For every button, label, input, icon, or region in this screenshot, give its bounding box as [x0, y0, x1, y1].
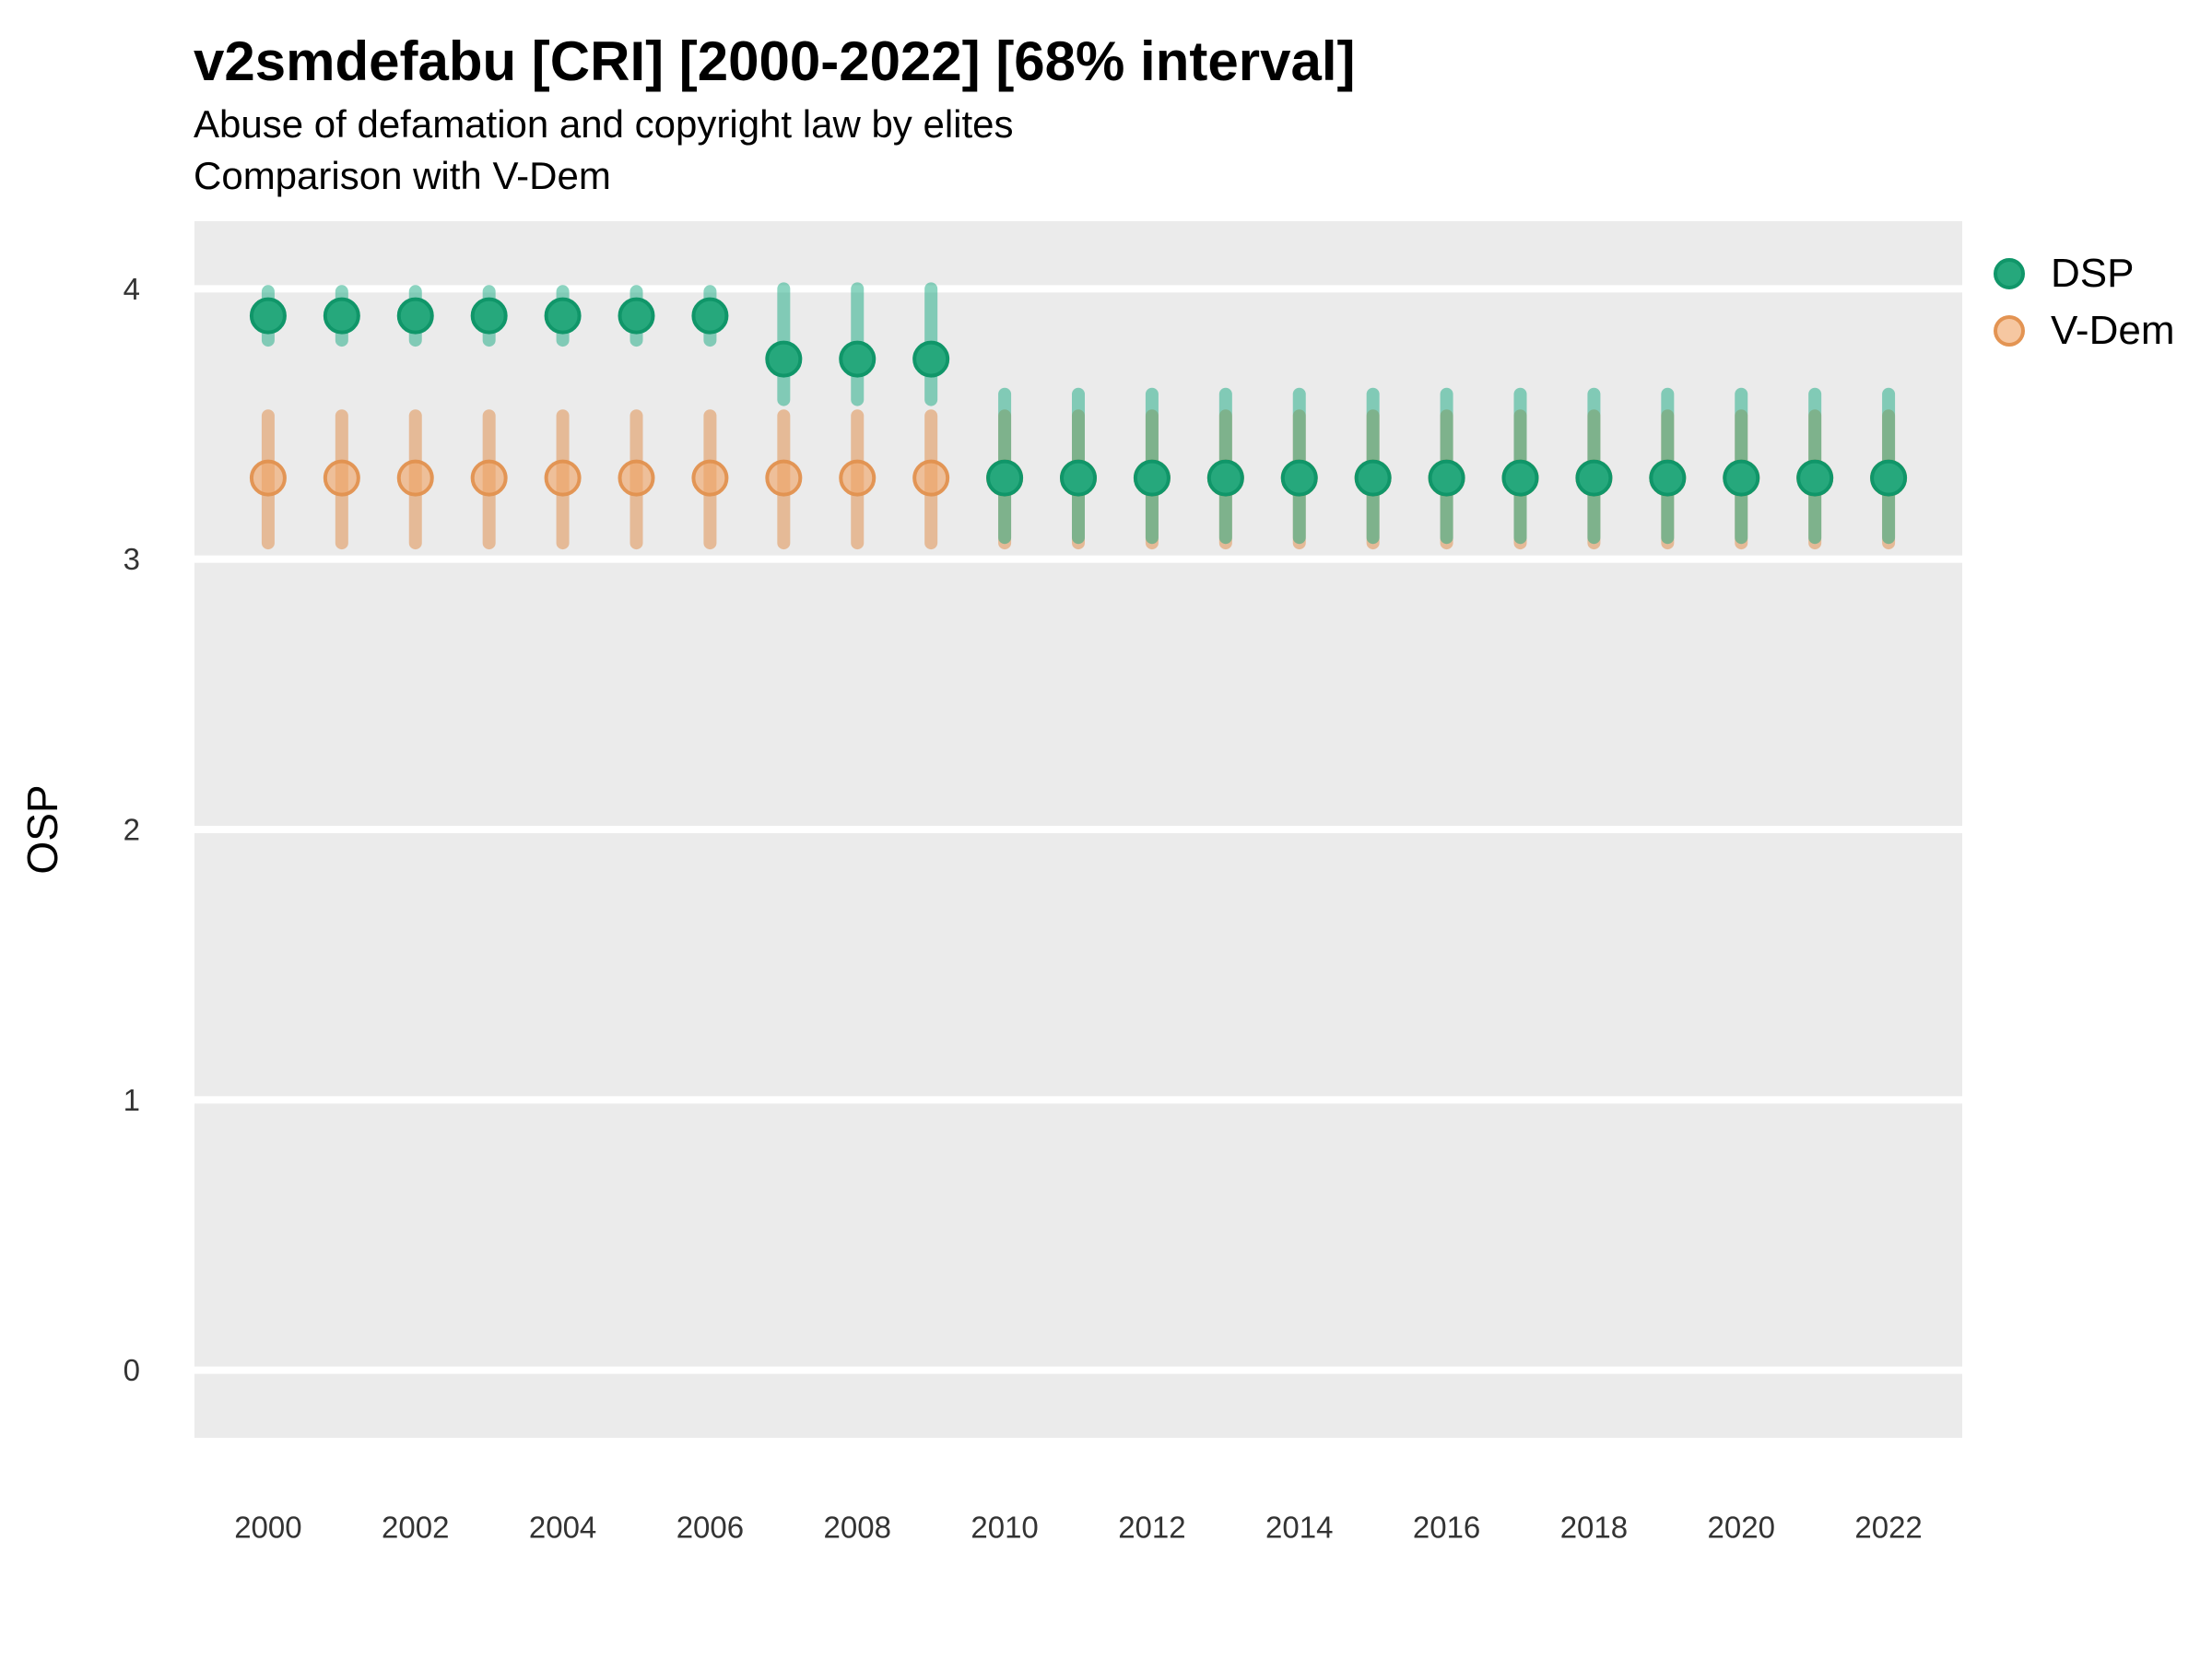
point-dsp-2019	[1649, 459, 1687, 497]
point-dsp-2007	[765, 340, 803, 378]
point-v-dem-2001	[323, 459, 360, 497]
point-dsp-2011	[1060, 459, 1097, 497]
legend-dot-vdem-icon	[1994, 315, 2025, 347]
legend-label-vdem: V-Dem	[2051, 308, 2175, 353]
point-dsp-2010	[986, 459, 1024, 497]
point-dsp-2017	[1501, 459, 1539, 497]
point-dsp-2018	[1575, 459, 1613, 497]
point-v-dem-2002	[396, 459, 434, 497]
chart-title: v2smdefabu [CRI] [2000-2022] [68% interv…	[194, 30, 1356, 92]
y-tick-label-2: 2	[124, 813, 140, 847]
x-tick-label-2006: 2006	[677, 1511, 744, 1545]
point-v-dem-2007	[765, 459, 803, 497]
x-tick-label-2002: 2002	[382, 1511, 449, 1545]
point-v-dem-2008	[839, 459, 877, 497]
y-tick-label-4: 4	[124, 272, 140, 306]
x-tick-label-2016: 2016	[1413, 1511, 1480, 1545]
chart-subtitle: Abuse of defamation and copyright law by…	[194, 102, 1014, 146]
legend-item-dsp: DSP	[1994, 252, 2174, 296]
x-tick-label-2012: 2012	[1118, 1511, 1185, 1545]
x-tick-label-2004: 2004	[529, 1511, 596, 1545]
legend: DSP V-Dem	[1994, 252, 2174, 353]
point-dsp-2013	[1206, 459, 1244, 497]
point-dsp-2020	[1723, 459, 1760, 497]
point-dsp-2012	[1133, 459, 1171, 497]
x-tick-label-2014: 2014	[1265, 1511, 1333, 1545]
chart-generated-layer: 2000 2002 2004 2006 2008 2010 2012 2014 2016 2018…	[124, 221, 1962, 1545]
y-tick-label-0: 0	[124, 1353, 140, 1387]
y-tick-label-1: 1	[124, 1083, 140, 1117]
point-dsp-2002	[396, 297, 434, 335]
x-tick-label-2022: 2022	[1854, 1511, 1922, 1545]
point-dsp-2021	[1796, 459, 1834, 497]
x-tick-label-2010: 2010	[971, 1511, 1038, 1545]
point-v-dem-2004	[544, 459, 582, 497]
point-dsp-2006	[691, 297, 729, 335]
point-dsp-2000	[249, 297, 287, 335]
point-dsp-2001	[323, 297, 360, 335]
point-dsp-2014	[1280, 459, 1318, 497]
point-v-dem-2006	[691, 459, 729, 497]
legend-item-vdem: V-Dem	[1994, 309, 2174, 353]
point-dsp-2015	[1354, 459, 1392, 497]
point-dsp-2003	[470, 297, 508, 335]
x-tick-label-2008: 2008	[824, 1511, 891, 1545]
point-v-dem-2000	[249, 459, 287, 497]
point-dsp-2016	[1428, 459, 1465, 497]
point-dsp-2022	[1870, 459, 1908, 497]
y-tick-label-3: 3	[124, 542, 140, 576]
point-v-dem-2003	[470, 459, 508, 497]
x-tick-label-2020: 2020	[1708, 1511, 1775, 1545]
point-dsp-2009	[912, 340, 950, 378]
point-dsp-2004	[544, 297, 582, 335]
chart-note: Comparison with V-Dem	[194, 154, 611, 197]
x-tick-label-2000: 2000	[234, 1511, 301, 1545]
point-v-dem-2005	[618, 459, 655, 497]
y-axis-title: OSP	[18, 784, 66, 874]
point-v-dem-2009	[912, 459, 950, 497]
legend-label-dsp: DSP	[2051, 251, 2135, 296]
point-dsp-2005	[618, 297, 655, 335]
point-dsp-2008	[839, 340, 877, 378]
legend-dot-dsp-icon	[1994, 258, 2025, 289]
x-tick-label-2018: 2018	[1560, 1511, 1628, 1545]
